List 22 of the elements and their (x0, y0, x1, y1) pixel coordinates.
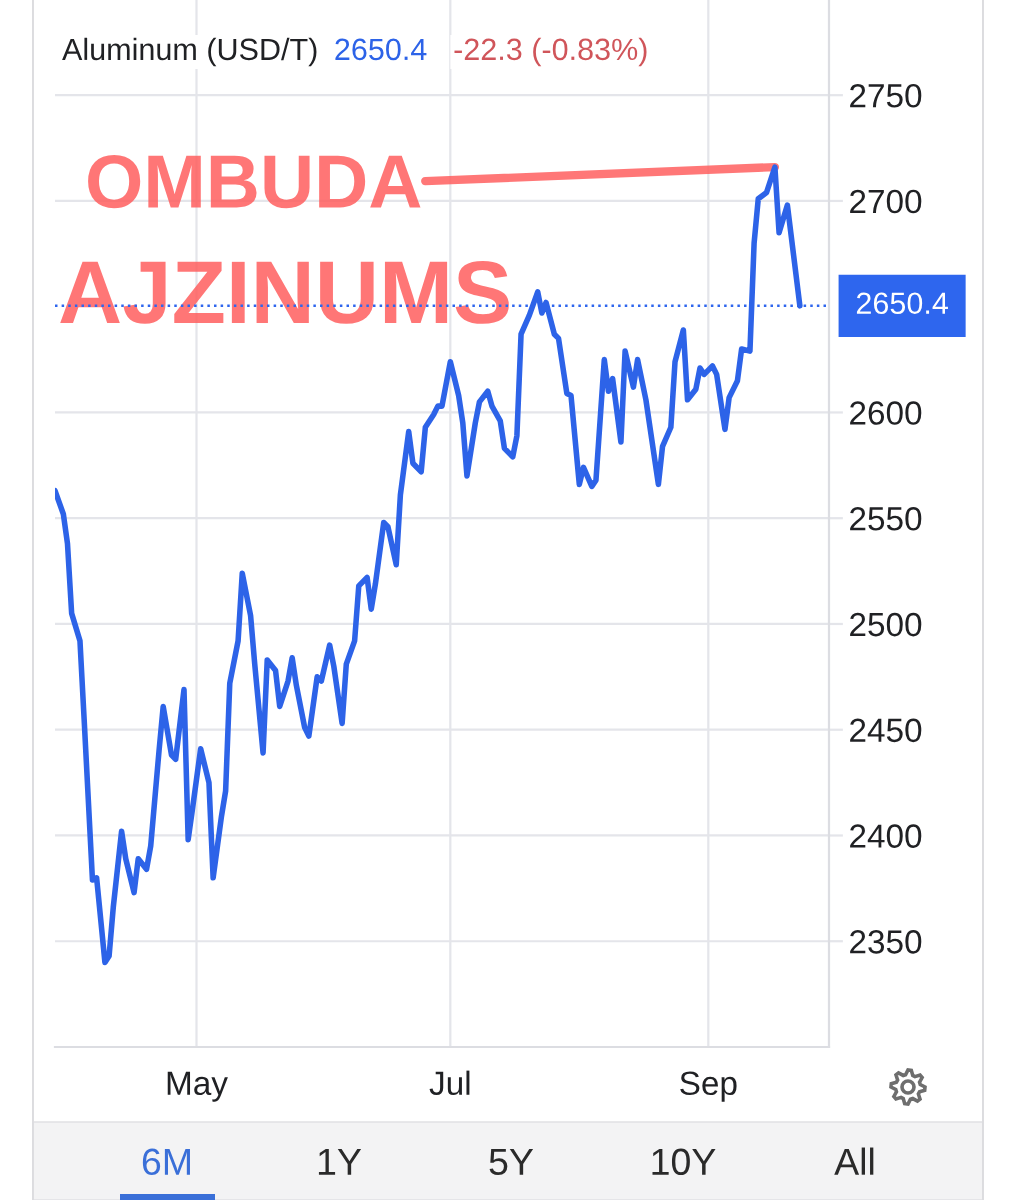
annotation: OMBUDA (88, 155, 421, 209)
y-tick-label: 2500 (850, 612, 922, 637)
text: 5Y (489, 1148, 534, 1176)
y-tick-label: 2700 (850, 189, 922, 214)
text: 6M (142, 1148, 190, 1176)
text: Aluminum (USD/T) (62, 37, 317, 67)
annotation: 2650.4 (335, 38, 427, 61)
y-tick-label: 2600 (850, 401, 922, 425)
y-tick-label: 2750 (850, 83, 922, 108)
x-tick-label: May (167, 1071, 228, 1102)
ref-line-label: 2650.4 (856, 292, 948, 315)
x-tick-label: Sep (680, 1071, 737, 1102)
annotation: AJZINUMS (60, 260, 509, 324)
text: 1Y (318, 1148, 362, 1175)
y-tick-label: 2550 (850, 507, 922, 531)
x-tick-label: Jul (429, 1070, 470, 1096)
y-tick-label: 2450 (850, 718, 922, 743)
text: All (834, 1147, 874, 1175)
y-tick-label: 2350 (850, 930, 922, 954)
text: 10Y (652, 1148, 716, 1176)
y-tick-label: 2400 (850, 824, 922, 848)
annotation: -22.3 (-0.83%) (454, 37, 647, 67)
